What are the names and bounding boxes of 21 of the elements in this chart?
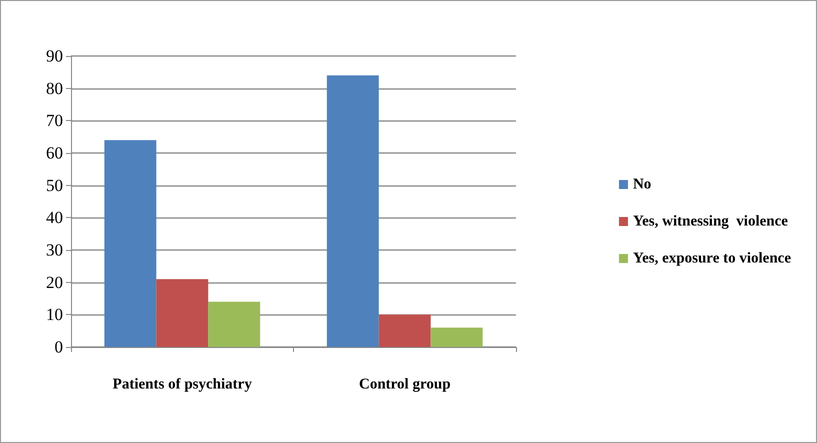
legend-label: Yes, exposure to violence [632,250,792,266]
bar [378,314,431,347]
bar [430,328,483,347]
y-tick-label: 50 [46,176,63,195]
y-tick-label: 10 [46,305,63,324]
bar [208,302,260,347]
legend-label: No [632,176,652,192]
y-tick-label: 80 [46,78,63,98]
bar [104,140,156,347]
y-tick-label: 30 [46,240,63,260]
x-tick-label: Patients of psychiatry [112,376,252,392]
y-tick-label: 20 [46,272,63,292]
y-tick-label: 70 [46,111,63,130]
y-tick-label: 60 [46,144,63,162]
y-tick-label: 40 [46,208,63,228]
y-tick-label: 0 [54,338,63,356]
y-tick-label: 90 [46,46,63,66]
bar [326,75,379,347]
bar [156,279,208,347]
legend-label: Yes, witnessing violence [632,214,788,230]
x-tick-label: Control group [358,376,451,392]
